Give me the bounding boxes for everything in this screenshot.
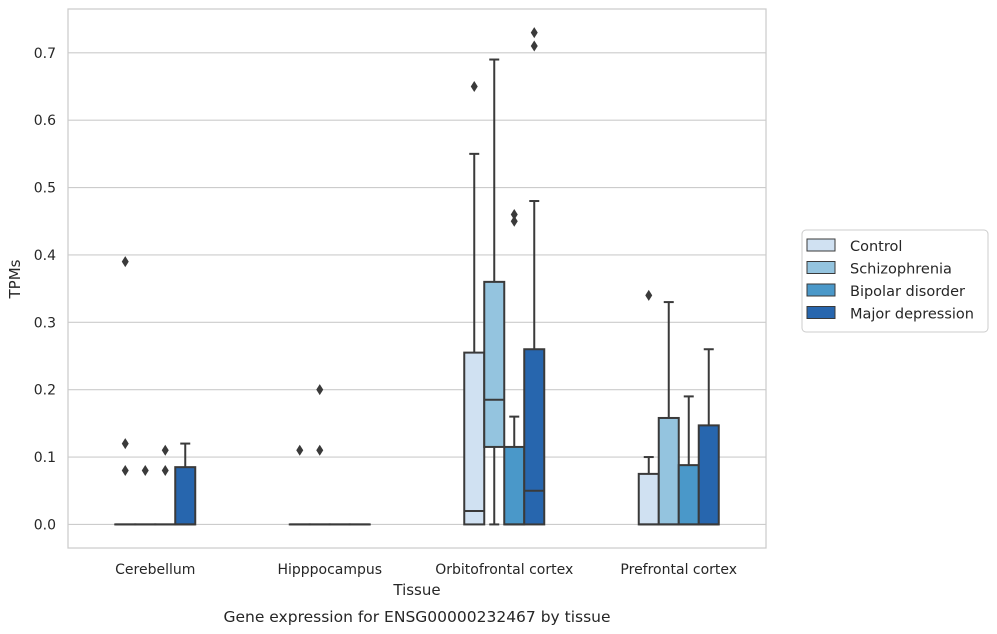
outlier-point — [645, 289, 653, 301]
y-tick-label: 0.0 — [34, 517, 56, 533]
legend: Control Schizophrenia Bipolar disorder Majo… — [801, 229, 989, 333]
x-tick-label: Orbitofrontal cortex — [435, 562, 573, 578]
legend-label: Bipolar disorder — [850, 284, 965, 300]
box-iqr — [463, 351, 486, 526]
plot-frame — [67, 8, 767, 549]
box-bipolar-disorder — [677, 395, 700, 526]
box-major-depression — [174, 442, 197, 526]
y-tick-label: 0.6 — [34, 113, 56, 129]
box-schizophrenia — [134, 465, 157, 526]
outlier-point — [161, 444, 169, 456]
box-schizophrenia — [483, 58, 506, 526]
y-tick-label: 0.5 — [34, 181, 56, 197]
y-tick-label: 0.4 — [34, 248, 56, 264]
box-iqr — [637, 472, 660, 526]
box-major-depression — [697, 348, 720, 526]
legend-label: Major depression — [850, 307, 974, 323]
box-control — [114, 256, 137, 526]
outlier-point — [316, 444, 324, 456]
x-tick-label: Cerebellum — [115, 562, 195, 578]
legend-box — [801, 229, 989, 333]
outlier-point — [316, 384, 324, 396]
box-bipolar-disorder — [503, 208, 526, 526]
box-iqr — [677, 464, 700, 526]
x-axis-label: Tissue — [392, 581, 440, 599]
x-tick-label: Hipppocampus — [277, 562, 382, 578]
outlier-point — [121, 438, 129, 450]
box-control — [463, 80, 486, 526]
outlier-point — [530, 40, 538, 52]
x-axis-ticks: Cerebellum Hipppocampus Orbitofrontal cort… — [115, 562, 737, 578]
box-iqr — [523, 348, 546, 526]
chart-caption: Gene expression for ENSG00000232467 by t… — [223, 608, 610, 626]
y-tick-label: 0.7 — [34, 46, 56, 62]
legend-swatch — [806, 261, 836, 274]
box-schizophrenia — [657, 301, 680, 526]
y-axis-label: TPMs — [6, 259, 24, 299]
legend-swatch — [806, 283, 836, 297]
legend-label: Schizophrenia — [850, 262, 952, 278]
box-iqr — [483, 280, 506, 448]
legend-swatch — [806, 306, 836, 319]
y-axis-ticks: 0.0 0.1 0.2 0.3 0.4 0.5 0.6 0.7 — [34, 46, 56, 534]
y-tick-label: 0.2 — [34, 383, 56, 399]
outlier-point — [141, 465, 149, 477]
box-iqr — [657, 416, 680, 526]
box-major-depression — [523, 27, 546, 526]
y-tick-label: 0.3 — [34, 315, 56, 331]
box-schizophrenia — [308, 384, 331, 526]
legend-label: Control — [850, 239, 902, 255]
outlier-point — [121, 256, 129, 268]
legend-swatch — [806, 238, 836, 252]
box-groups — [114, 27, 720, 526]
box-iqr — [503, 445, 526, 526]
outlier-point — [510, 215, 518, 227]
outlier-point — [470, 80, 478, 92]
outlier-point — [121, 465, 129, 477]
outlier-point — [161, 465, 169, 477]
box-iqr — [697, 424, 720, 526]
x-tick-label: Prefrontal cortex — [620, 562, 737, 578]
box-iqr — [174, 466, 197, 526]
outlier-point — [296, 444, 304, 456]
y-tick-label: 0.1 — [34, 450, 56, 466]
outlier-point — [530, 27, 538, 39]
outlier-point — [510, 208, 518, 220]
box-control — [637, 289, 660, 526]
